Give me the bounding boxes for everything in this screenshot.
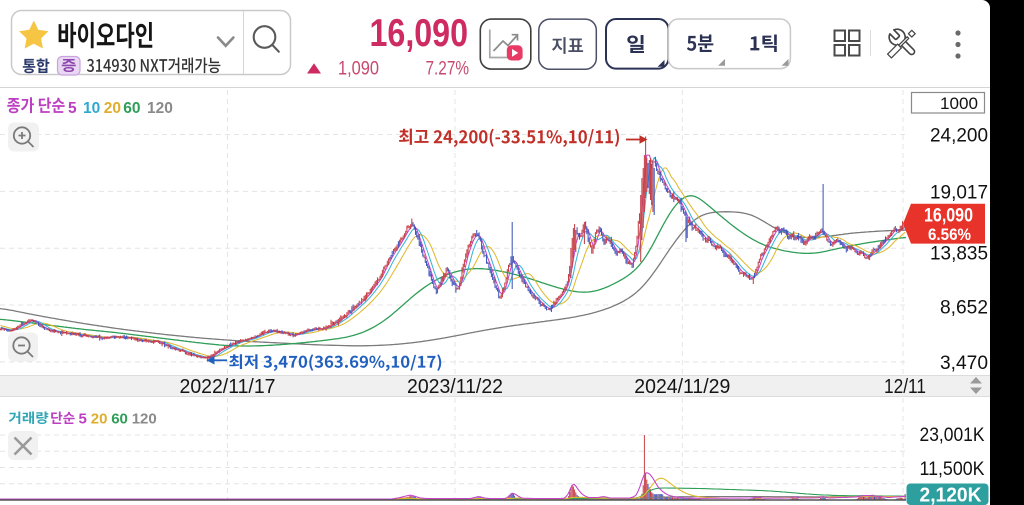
svg-text:7.27%: 7.27% [426,59,470,80]
svg-text:2024/11/29: 2024/11/29 [634,376,730,398]
svg-text:16,090: 16,090 [370,12,469,55]
svg-text:5: 5 [68,100,77,117]
svg-text:60: 60 [111,411,128,428]
svg-text:12/11: 12/11 [884,376,926,398]
svg-text:20: 20 [91,411,108,428]
svg-text:19,017: 19,017 [930,181,988,203]
svg-text:23,001K: 23,001K [920,425,985,446]
svg-text:1000: 1000 [940,94,978,113]
svg-text:24,200: 24,200 [930,125,988,147]
svg-text:20: 20 [104,100,121,117]
svg-text:5: 5 [79,411,87,428]
svg-text:2,120K: 2,120K [920,485,983,505]
svg-text:2022/11/17: 2022/11/17 [180,376,276,398]
svg-text:1,090: 1,090 [338,59,379,80]
svg-text:11,500K: 11,500K [920,459,985,480]
svg-text:2023/11/22: 2023/11/22 [407,376,503,398]
svg-text:13,835: 13,835 [930,243,988,265]
svg-text:120: 120 [147,100,173,117]
svg-text:3,470: 3,470 [940,352,988,374]
svg-text:120: 120 [132,411,157,428]
svg-text:8,652: 8,652 [940,297,988,319]
svg-text:6.56%: 6.56% [928,226,971,244]
svg-text:10: 10 [83,100,100,117]
svg-text:60: 60 [123,100,140,117]
svg-text:16,090: 16,090 [924,206,973,227]
